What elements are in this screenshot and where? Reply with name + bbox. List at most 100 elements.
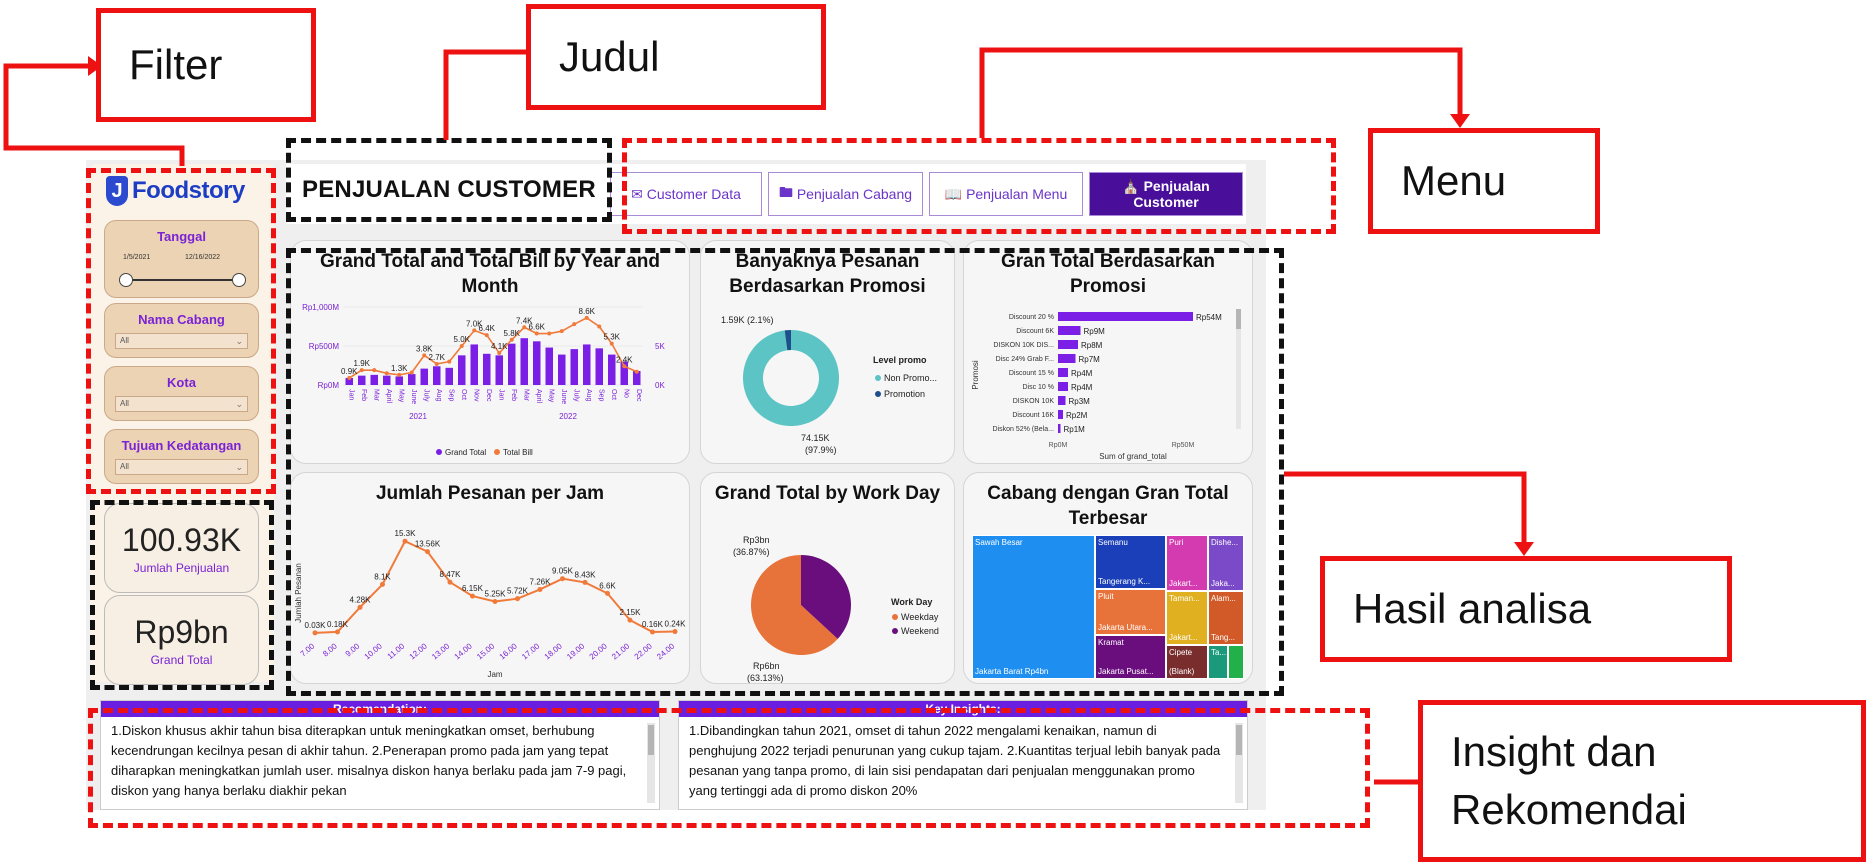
x-tick-label: April	[385, 389, 392, 403]
card-pesanan-promosi: Banyaknya Pesanan Berdasarkan Promosi 1.…	[700, 240, 955, 464]
folder-icon: 🖿	[778, 184, 797, 200]
date-end[interactable]: 12/16/2022	[185, 254, 221, 261]
data-label: 6.6K	[529, 323, 546, 332]
callout-hasil-text: Hasil analisa	[1353, 585, 1592, 632]
title-highlight-box	[286, 138, 612, 222]
category-label: Discount 15 %	[1009, 370, 1054, 377]
bar	[1058, 396, 1066, 405]
filter-kota: Kota All ⌄	[104, 366, 259, 421]
data-label: 1.59K (2.1%)	[721, 315, 774, 325]
bar-grand-total	[370, 374, 378, 385]
bar	[1058, 340, 1078, 349]
data-label: 5.3K	[604, 333, 621, 342]
treemap-tile[interactable]: Taman... Jakart...	[1166, 591, 1208, 645]
recommendation-scrollbar[interactable]	[647, 723, 655, 803]
data-label: 13.56K	[415, 540, 441, 549]
kpi-jumlah-penjualan: 100.93K Jumlah Penjualan	[104, 503, 259, 593]
bar-grand-total	[358, 375, 366, 385]
kota-dropdown[interactable]: All ⌄	[115, 396, 248, 412]
data-label: 8.43K	[575, 570, 597, 579]
card-cabang-terbesar: Cabang dengan Gran Total Terbesar Sawah …	[963, 472, 1253, 684]
nav-customer-data-button[interactable]: ✉ Customer Data	[610, 172, 762, 216]
kpi-jumlah-value: 100.93K	[121, 522, 242, 558]
data-label: 0.16K	[642, 620, 664, 629]
treemap-tile[interactable]: Semanu Tangerang K...	[1095, 535, 1166, 589]
point-total-bill	[522, 325, 527, 330]
tile-name: Puri	[1169, 538, 1184, 547]
callout-menu-text: Menu	[1401, 157, 1507, 204]
x-tick-label: July	[422, 389, 429, 402]
treemap-tile[interactable]: Kramat Jakarta Pusat...	[1095, 635, 1166, 679]
treemap-tile[interactable]: Cipete (Blank)	[1166, 645, 1208, 679]
bar-grand-total	[420, 368, 428, 385]
key-insights-scrollbar[interactable]	[1235, 723, 1243, 803]
tile-name: Kramat	[1098, 638, 1124, 647]
treemap-tile[interactable]: Pluit Jakarta Utara...	[1095, 589, 1166, 635]
callout-filter: Filter	[96, 8, 316, 122]
data-label: 8.1K	[374, 572, 391, 581]
data-label: Rp6bn	[753, 661, 780, 671]
foodstory-logo-icon: J	[106, 176, 128, 206]
bar-grand-total	[595, 348, 603, 385]
y-axis-label: Promosi	[971, 360, 980, 390]
treemap-tile[interactable]: Sawah Besar Jakarta Barat Rp4bn	[972, 535, 1095, 679]
point-total-bill	[409, 370, 414, 375]
treemap-tile[interactable]: Alam... Tang...	[1208, 591, 1244, 645]
bar	[1058, 312, 1193, 321]
point	[447, 579, 453, 585]
tile-label: Tangerang K...	[1098, 577, 1151, 586]
nav-penjualan-cabang-button[interactable]: 🖿 Penjualan Cabang	[768, 172, 923, 216]
legend-swatch	[875, 391, 881, 397]
date-slider-start-handle[interactable]	[119, 273, 133, 287]
bar-grand-total	[520, 338, 528, 385]
data-label: 6.15K	[462, 584, 484, 593]
point	[515, 596, 520, 602]
nav-penjualan-menu-button[interactable]: 📖 Penjualan Menu	[929, 172, 1083, 216]
kpi-grand-value: Rp9bn	[134, 614, 229, 650]
tile-name: Alam...	[1211, 594, 1236, 603]
date-start[interactable]: 1/5/2021	[123, 254, 151, 261]
data-label: (36.87%)	[733, 547, 770, 557]
logo: J Foodstory	[106, 172, 245, 210]
tile-name: Cipete	[1169, 648, 1193, 657]
data-label: Rp54M	[1196, 313, 1222, 322]
data-label: 8.6K	[579, 307, 596, 316]
data-label: 0.03K	[305, 621, 327, 630]
tile-name: Semanu	[1098, 538, 1128, 547]
data-label: 5.8K	[504, 329, 521, 338]
treemap-tile[interactable]: Ta...	[1208, 645, 1228, 679]
bar	[1058, 410, 1063, 419]
point	[312, 630, 318, 636]
bar-grand-total	[533, 341, 541, 385]
bar-grand-total	[583, 344, 591, 385]
x-tick-label: Sep	[447, 389, 454, 402]
nav-penjualan-customer-button[interactable]: ⛪ Penjualan Customer	[1089, 172, 1243, 216]
data-label: (97.9%)	[805, 445, 837, 455]
data-label: Rp3M	[1069, 397, 1091, 406]
donut-slice	[743, 330, 839, 426]
page-title: PENJUALAN CUSTOMER	[302, 176, 596, 203]
point-total-bill	[422, 353, 427, 358]
date-slider-end-handle[interactable]	[232, 273, 246, 287]
x-tick-label: May	[397, 389, 404, 403]
bar	[1058, 354, 1076, 363]
point-total-bill	[622, 364, 627, 369]
pie-slice	[751, 555, 838, 655]
treemap-tile[interactable]: Puri Jakart...	[1166, 535, 1208, 591]
tujuan-dropdown[interactable]: All ⌄	[115, 459, 248, 475]
cabang-value: All	[120, 336, 129, 345]
tile-label: Jaka...	[1211, 579, 1235, 588]
kota-value: All	[120, 399, 129, 408]
treemap-tile[interactable]: Dishe... Jaka...	[1208, 535, 1244, 591]
legend-swatch	[892, 614, 898, 620]
data-label: Rp1M	[1064, 425, 1086, 434]
category-label: Discount 20 %	[1009, 314, 1054, 321]
bar-grand-total	[633, 370, 641, 385]
x-tick-label: Aug	[585, 389, 592, 402]
x-tick-label: Feb	[510, 389, 517, 401]
data-label: 4.28K	[350, 595, 372, 604]
cabang-dropdown[interactable]: All ⌄	[115, 333, 248, 349]
treemap-tile[interactable]	[1228, 645, 1244, 679]
data-label: 6.6K	[599, 581, 616, 590]
bar	[1058, 368, 1068, 377]
